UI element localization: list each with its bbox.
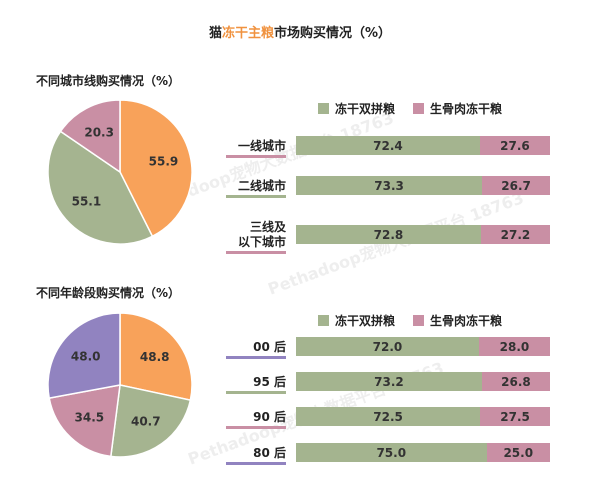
city-bar-0: 72.4 27.6 <box>296 136 550 155</box>
pie-chart-age: 48.8 40.7 34.5 48.0 <box>47 312 193 458</box>
age-bar-0-segment-0: 72.0 <box>296 337 479 356</box>
city-category-line-0-0: 一线城市 <box>237 138 286 153</box>
age-category-label-3: 80 后 <box>226 445 286 465</box>
age-category-label-0: 00 后 <box>226 339 286 359</box>
age-category-line-2-0: 90 后 <box>253 409 286 424</box>
section2-title: 不同年龄段购买情况（%） <box>36 286 181 300</box>
legend-city: 冻干双拼粮 生骨肉冻干粮 <box>318 100 520 117</box>
age-category-underline-2 <box>226 425 286 429</box>
age-pie-slice-label-3: 48.0 <box>71 349 101 363</box>
age-category-underline-1 <box>226 390 286 394</box>
city-bar-0-segment-0: 72.4 <box>296 136 480 155</box>
city-category-underline-1 <box>226 194 286 198</box>
age-pie-slice-label-0: 48.8 <box>140 350 170 364</box>
pie-chart-city: 55.9 55.1 20.3 <box>47 99 193 245</box>
legend-label-b: 生骨肉冻干粮 <box>430 102 503 116</box>
city-category-line-1-0: 二线城市 <box>237 178 286 193</box>
age-bar-1-segment-0: 73.2 <box>296 372 482 391</box>
city-pie-slice-label-2: 20.3 <box>84 126 114 140</box>
title-highlight: 冻干主粮 <box>221 26 274 41</box>
age-pie-slice-1 <box>109 384 192 458</box>
main-title: 猫冻干主粮市场购买情况（%） <box>0 22 600 41</box>
section1-title: 不同城市线购买情况（%） <box>36 74 181 88</box>
city-pie-slice-2 <box>59 99 121 174</box>
age-category-line-3-0: 80 后 <box>253 445 286 460</box>
age-bar-3-segment-0: 75.0 <box>296 443 487 462</box>
city-pie-slice-label-0: 55.9 <box>149 155 179 169</box>
age-bar-2: 72.5 27.5 <box>296 407 550 426</box>
city-category-underline-2 <box>226 251 286 254</box>
title-suffix: 市场购买情况（%） <box>274 26 392 41</box>
age-bar-0: 72.0 28.0 <box>296 337 550 356</box>
city-pie-slice-0 <box>119 99 193 238</box>
city-category-label-2: 三线及 以下城市 <box>226 220 286 254</box>
city-category-label-1: 二线城市 <box>226 178 286 198</box>
city-bar-2-segment-1: 27.2 <box>480 225 550 244</box>
legend-item-a2: 冻干双拼粮 <box>318 312 395 329</box>
legend-label-b2: 生骨肉冻干粮 <box>430 314 503 328</box>
city-category-line-2-0: 三线及 <box>249 220 286 234</box>
age-bar-1: 73.2 26.8 <box>296 372 550 391</box>
legend-swatch-a <box>318 103 329 114</box>
age-category-label-1: 95 后 <box>226 374 286 394</box>
legend-item-a: 冻干双拼粮 <box>318 100 395 117</box>
age-bar-1-segment-1: 26.8 <box>481 372 550 391</box>
age-bar-0-segment-1: 28.0 <box>478 337 550 356</box>
legend-age: 冻干双拼粮 生骨肉冻干粮 <box>318 312 520 329</box>
city-bar-0-segment-1: 27.6 <box>479 136 550 155</box>
city-bar-2-segment-0: 72.8 <box>296 225 481 244</box>
age-bar-3-segment-1: 25.0 <box>486 443 550 462</box>
age-category-label-2: 90 后 <box>226 409 286 429</box>
city-category-label-0: 一线城市 <box>226 138 286 158</box>
city-bar-1: 73.3 26.7 <box>296 176 550 195</box>
title-prefix: 猫 <box>208 26 222 41</box>
age-bar-2-segment-1: 27.5 <box>480 407 550 426</box>
city-category-underline-0 <box>226 154 286 158</box>
age-pie-slice-2 <box>48 384 121 458</box>
age-bar-3: 75.0 25.0 <box>296 443 550 462</box>
city-pie-slice-1 <box>47 130 154 245</box>
age-pie-slice-label-1: 40.7 <box>131 414 161 428</box>
legend-item-b2: 生骨肉冻干粮 <box>413 312 502 329</box>
city-bar-1-segment-0: 73.3 <box>296 176 483 195</box>
legend-swatch-b2 <box>413 315 425 326</box>
age-pie-slice-0 <box>119 312 193 402</box>
city-pie-slice-label-1: 55.1 <box>72 194 102 208</box>
age-category-line-1-0: 95 后 <box>253 374 286 389</box>
age-pie-slice-3 <box>47 312 121 399</box>
age-bar-2-segment-0: 72.5 <box>296 407 481 426</box>
age-category-line-0-0: 00 后 <box>253 339 286 354</box>
age-category-underline-0 <box>226 355 286 359</box>
legend-item-b: 生骨肉冻干粮 <box>413 100 502 117</box>
city-category-line-2-1: 以下城市 <box>237 235 286 249</box>
city-bar-1-segment-1: 26.7 <box>482 176 550 195</box>
city-bar-2: 72.8 27.2 <box>296 225 550 244</box>
legend-label-a2: 冻干双拼粮 <box>335 314 396 328</box>
age-pie-slice-label-2: 34.5 <box>75 410 105 424</box>
legend-label-a: 冻干双拼粮 <box>335 102 396 116</box>
age-category-underline-3 <box>226 461 286 465</box>
legend-swatch-a2 <box>318 315 329 326</box>
legend-swatch-b <box>413 103 425 114</box>
